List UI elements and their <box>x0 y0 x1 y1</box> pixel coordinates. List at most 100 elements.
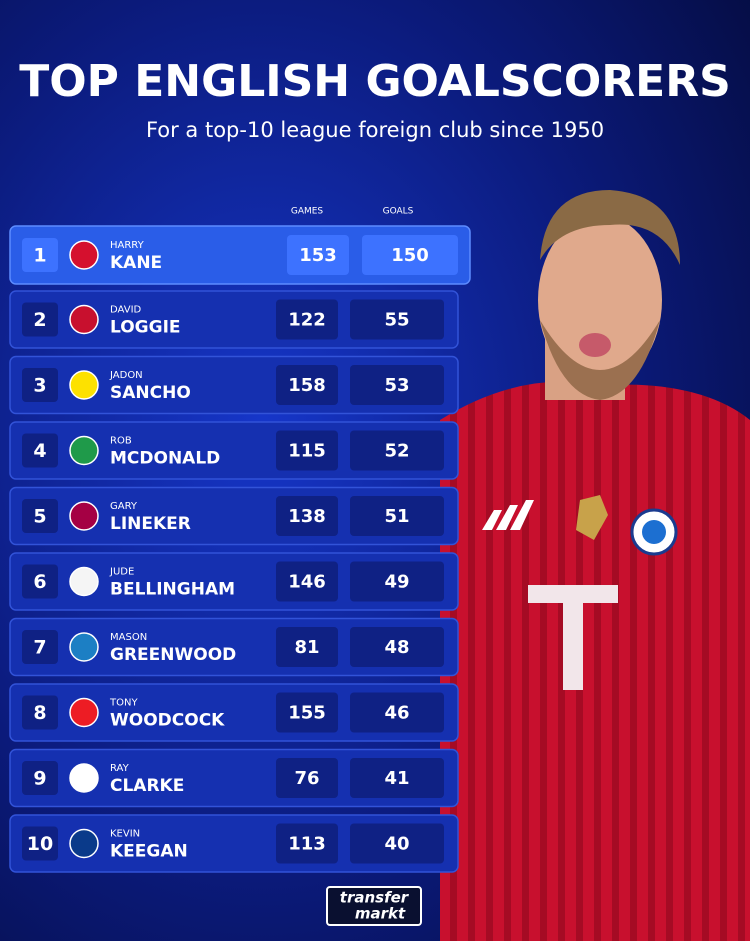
last-name: LOGGIE <box>110 318 181 338</box>
last-name: BELLINGHAM <box>110 580 235 600</box>
rank: 1 <box>33 245 46 267</box>
club-logo <box>69 370 99 400</box>
goals: 150 <box>391 245 429 266</box>
column-header: GOALS <box>383 207 414 217</box>
club-logo <box>69 697 99 728</box>
club-logo <box>69 632 99 662</box>
row-background <box>9 355 459 415</box>
rank: 5 <box>33 506 46 528</box>
goals: 46 <box>384 703 409 724</box>
last-name: LINEKER <box>110 514 191 534</box>
first-name: HARRY <box>110 240 145 251</box>
games-box <box>276 365 338 405</box>
goals-box <box>350 627 444 667</box>
goals-box <box>350 365 444 405</box>
table: GAMES GOALS 1 HARRY KANE 153 150 2 DAVID LOGGIE 12… <box>9 207 471 873</box>
subtitle: For a top-10 league foreign club since 1… <box>146 118 604 142</box>
row-background <box>9 748 459 808</box>
goals-box <box>350 430 444 471</box>
club-logo <box>69 828 99 859</box>
rank: 6 <box>33 571 46 593</box>
first-name: DAVID <box>110 305 142 316</box>
goals-box <box>350 823 444 864</box>
goals: 52 <box>384 441 409 462</box>
column-header: GAMES <box>291 207 324 217</box>
rank-box <box>22 302 58 337</box>
games: 81 <box>294 637 319 658</box>
row-background <box>9 290 459 349</box>
first-name: JADON <box>109 370 143 381</box>
rank: 4 <box>33 440 46 462</box>
rank-box <box>22 368 58 402</box>
games-box <box>276 823 338 864</box>
first-name: RAY <box>110 763 130 774</box>
games-box <box>276 299 338 340</box>
logo-bottom: markt <box>355 905 406 923</box>
rank-box <box>22 695 58 730</box>
row-background <box>9 683 459 742</box>
rank-box <box>22 433 58 468</box>
last-name: CLARKE <box>110 776 184 796</box>
goals: 53 <box>384 375 409 396</box>
rank-box <box>22 630 58 664</box>
first-name: KEVIN <box>110 829 140 840</box>
rank-box <box>22 761 58 795</box>
rank-box <box>22 238 58 272</box>
rank: 10 <box>27 833 53 855</box>
games-box <box>276 627 338 667</box>
club-logo <box>69 566 99 597</box>
games: 113 <box>288 834 326 855</box>
games: 76 <box>294 768 319 789</box>
goals-box <box>350 758 444 798</box>
goals-box <box>350 299 444 340</box>
goals-box <box>362 235 458 275</box>
club-logo <box>69 435 99 466</box>
last-name: SANCHO <box>110 383 191 403</box>
last-name: KANE <box>110 253 162 273</box>
games: 138 <box>288 506 326 527</box>
games-box <box>276 758 338 798</box>
club-logo <box>69 240 99 270</box>
rank-box <box>22 499 58 533</box>
games: 122 <box>288 310 326 331</box>
games: 115 <box>288 441 326 462</box>
rank: 3 <box>33 375 46 397</box>
player-illustration <box>440 190 750 941</box>
goals-box <box>350 561 444 602</box>
goals: 40 <box>384 834 409 855</box>
games-box <box>276 561 338 602</box>
games-box <box>276 430 338 471</box>
last-name: WOODCOCK <box>110 711 225 731</box>
goals: 41 <box>384 768 409 789</box>
logo-box <box>326 886 422 926</box>
last-name: GREENWOOD <box>110 645 236 665</box>
row-background <box>9 421 459 480</box>
games-box <box>276 692 338 733</box>
row-background <box>9 225 471 285</box>
goals-box <box>350 692 444 733</box>
logo: transfer markt <box>326 886 422 926</box>
first-name: JUDE <box>109 567 134 578</box>
last-name: MCDONALD <box>110 449 220 469</box>
goals: 49 <box>384 572 409 593</box>
rank-box <box>22 564 58 599</box>
row-background <box>9 552 459 611</box>
goals: 55 <box>384 310 409 331</box>
title: TOP ENGLISH GOALSCORERS <box>19 56 731 107</box>
goals: 51 <box>384 506 409 527</box>
games: 153 <box>299 245 337 266</box>
goals: 48 <box>384 637 409 658</box>
rank-box <box>22 826 58 861</box>
games-box <box>287 235 349 275</box>
last-name: KEEGAN <box>110 842 188 862</box>
games-box <box>276 496 338 536</box>
rank: 7 <box>33 637 46 659</box>
games: 155 <box>288 703 326 724</box>
goals-box <box>350 496 444 536</box>
games: 158 <box>288 375 326 396</box>
club-logo <box>69 763 99 793</box>
rank: 9 <box>33 768 46 790</box>
row-background <box>9 814 459 873</box>
